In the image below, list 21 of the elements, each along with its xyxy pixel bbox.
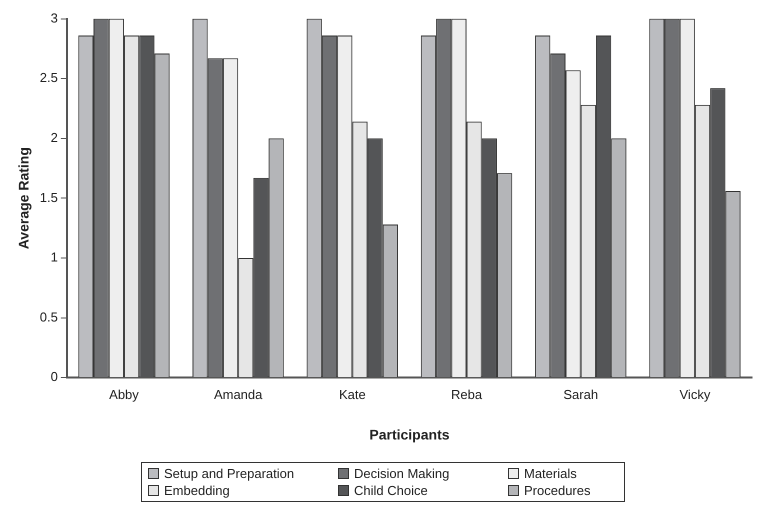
y-axis-title: Average Rating (15, 147, 32, 250)
x-tick-label: Abby (109, 386, 140, 402)
legend-label: Embedding (164, 483, 230, 498)
legend-label: Materials (524, 466, 577, 481)
y-tick-label: 2 (50, 130, 58, 145)
y-tick-label: 2.5 (40, 70, 58, 86)
x-axis-title: Participants (369, 426, 450, 442)
x-tick-label: Reba (450, 386, 483, 402)
x-tick-label: Kate (338, 386, 366, 402)
legend-label: Procedures (524, 483, 590, 498)
x-tick-label: Amanda (214, 386, 264, 402)
y-tick-label: 1 (50, 250, 58, 265)
legend-label: Decision Making (354, 466, 450, 481)
legend-label: Setup and Preparation (164, 466, 294, 481)
y-tick-label: 0 (50, 369, 58, 384)
y-tick-label: 0.5 (40, 309, 58, 324)
x-tick-label: Sarah (563, 386, 598, 402)
y-tick-label: 1.5 (40, 190, 58, 205)
y-tick-label: 3 (50, 10, 58, 26)
x-tick-label: Vicky (679, 386, 711, 402)
legend-label: Child Choice (354, 483, 428, 498)
